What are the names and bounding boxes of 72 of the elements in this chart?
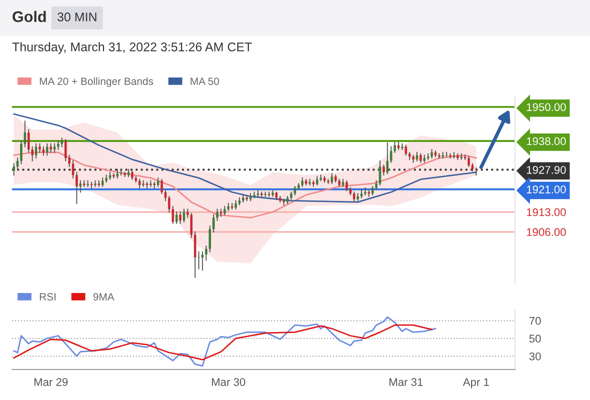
candlestick <box>220 208 222 217</box>
y-tick-label: 70 <box>529 316 541 325</box>
legend-label: MA 20 + Bollinger Bands <box>40 77 154 88</box>
candlestick <box>256 190 260 197</box>
candlestick <box>46 143 48 156</box>
candlestick <box>452 152 456 159</box>
x-tick-label: Apr 1 <box>462 378 489 388</box>
y-tick-label: 1913.00 <box>526 208 566 216</box>
candlestick <box>460 153 463 160</box>
candlestick <box>27 129 30 153</box>
candlestick <box>308 178 311 186</box>
candlestick <box>90 182 93 188</box>
candlestick <box>346 180 348 192</box>
candlestick <box>146 182 148 188</box>
candlestick <box>364 187 366 196</box>
candlestick <box>120 168 122 176</box>
candlestick <box>282 198 285 206</box>
candlestick <box>179 212 182 224</box>
candlestick <box>150 180 152 187</box>
candlestick <box>442 152 444 159</box>
candlestick <box>198 251 200 270</box>
candlestick <box>394 142 396 153</box>
chart-title: Gold <box>12 10 46 22</box>
candlestick <box>382 164 385 176</box>
candlestick <box>468 156 470 168</box>
candlestick <box>76 172 78 204</box>
y-tick-label: 50 <box>529 334 541 343</box>
candlestick <box>172 206 174 224</box>
line-series <box>13 324 432 360</box>
candlestick <box>82 180 86 187</box>
y-tick-label: 1950.00 <box>526 103 566 112</box>
x-tick-label: Mar 29 <box>34 378 68 386</box>
y-tick-label: 1921.00 <box>526 186 566 194</box>
candlestick <box>86 180 89 187</box>
candlestick <box>79 180 82 193</box>
candlestick <box>216 208 218 222</box>
y-tick-label: 1938.00 <box>526 137 566 146</box>
candlestick <box>94 180 96 187</box>
candlestick <box>352 192 356 203</box>
candlestick <box>264 192 266 197</box>
candlestick <box>208 226 212 252</box>
text: 30 MIN <box>57 12 96 22</box>
x-tick-label: Mar 30 <box>212 378 246 386</box>
x-tick-label: Mar 31 <box>390 378 423 386</box>
y-tick-label: 30 <box>529 352 541 360</box>
candlestick <box>190 212 193 238</box>
candlestick <box>320 174 322 182</box>
candlestick <box>160 178 163 194</box>
candlestick <box>201 251 204 271</box>
candlestick <box>68 154 70 168</box>
y-tick-label: 1906.00 <box>526 228 566 236</box>
candlestick <box>368 190 370 197</box>
chart-subtitle: Thursday, March 31, 2022 3:51:26 AM CET <box>12 42 252 54</box>
line-series <box>13 316 436 367</box>
candlestick <box>426 153 430 160</box>
candlestick <box>12 163 15 176</box>
candlestick <box>64 139 67 162</box>
candlestick <box>401 143 404 150</box>
candlestick <box>168 196 170 212</box>
candlestick <box>98 180 100 187</box>
legend-label: MA 50 <box>190 78 220 85</box>
candlestick <box>31 146 34 162</box>
candlestick <box>142 180 144 187</box>
candlestick <box>153 182 156 188</box>
candlestick <box>20 140 22 164</box>
candlestick <box>404 144 408 156</box>
line-series <box>13 113 477 203</box>
legend-label: 9MA <box>93 293 114 300</box>
legend-label: RSI <box>40 293 56 300</box>
candlestick <box>164 190 167 202</box>
candlestick <box>205 246 208 261</box>
y-tick-label: 1927.90 <box>526 166 566 174</box>
